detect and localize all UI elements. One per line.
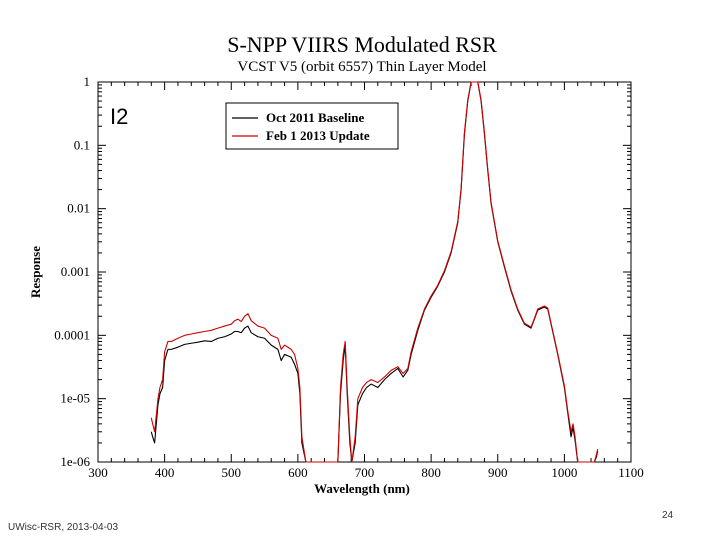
y-axis-label: Response	[28, 246, 43, 298]
series-line-baseline	[150, 81, 599, 463]
x-tick-label-600: 600	[288, 465, 308, 480]
x-tick-label-400: 400	[155, 465, 175, 480]
legend-box	[225, 102, 399, 150]
legend-label-update: Feb 1 2013 Update	[266, 128, 370, 143]
y-tick-label-3: 0.001	[61, 264, 90, 279]
y-tick-label-1: 1e-05	[60, 391, 90, 406]
x-tick-label-700: 700	[355, 465, 375, 480]
x-tick-label-500: 500	[222, 465, 242, 480]
x-tick-label-1000: 1000	[551, 465, 577, 480]
chart-title: S-NPP VIIRS Modulated RSR	[227, 32, 497, 57]
footer-source: UWisc-RSR, 2013-04-03	[8, 522, 119, 533]
band-label: I2	[110, 104, 128, 129]
y-tick-label-4: 0.01	[67, 201, 90, 216]
y-tick-label-6: 1	[84, 74, 91, 89]
x-tick-label-300: 300	[88, 465, 108, 480]
series-line-update	[150, 81, 599, 463]
y-tick-label-0: 1e-06	[60, 454, 90, 469]
x-tick-label-800: 800	[421, 465, 441, 480]
chart-subtitle: VCST V5 (orbit 6557) Thin Layer Model	[237, 59, 486, 75]
y-tick-label-2: 0.0001	[54, 327, 90, 342]
y-tick-label-5: 0.1	[74, 137, 90, 152]
x-axis-label: Wavelength (nm)	[314, 481, 410, 496]
axis-tick-labels: 300 400 500 600 700 800 900 1000 1100 1e-06 1e-05 0…	[54, 74, 644, 480]
legend: Oct 2011 Baseline Feb 1 2013 Update	[225, 102, 399, 150]
x-tick-label-1100: 1100	[618, 465, 644, 480]
x-tick-label-900: 900	[488, 465, 508, 480]
axis-ticks	[97, 81, 632, 463]
page-number: 24	[662, 510, 674, 521]
plot-lines	[150, 81, 599, 463]
legend-label-baseline: Oct 2011 Baseline	[266, 110, 364, 125]
